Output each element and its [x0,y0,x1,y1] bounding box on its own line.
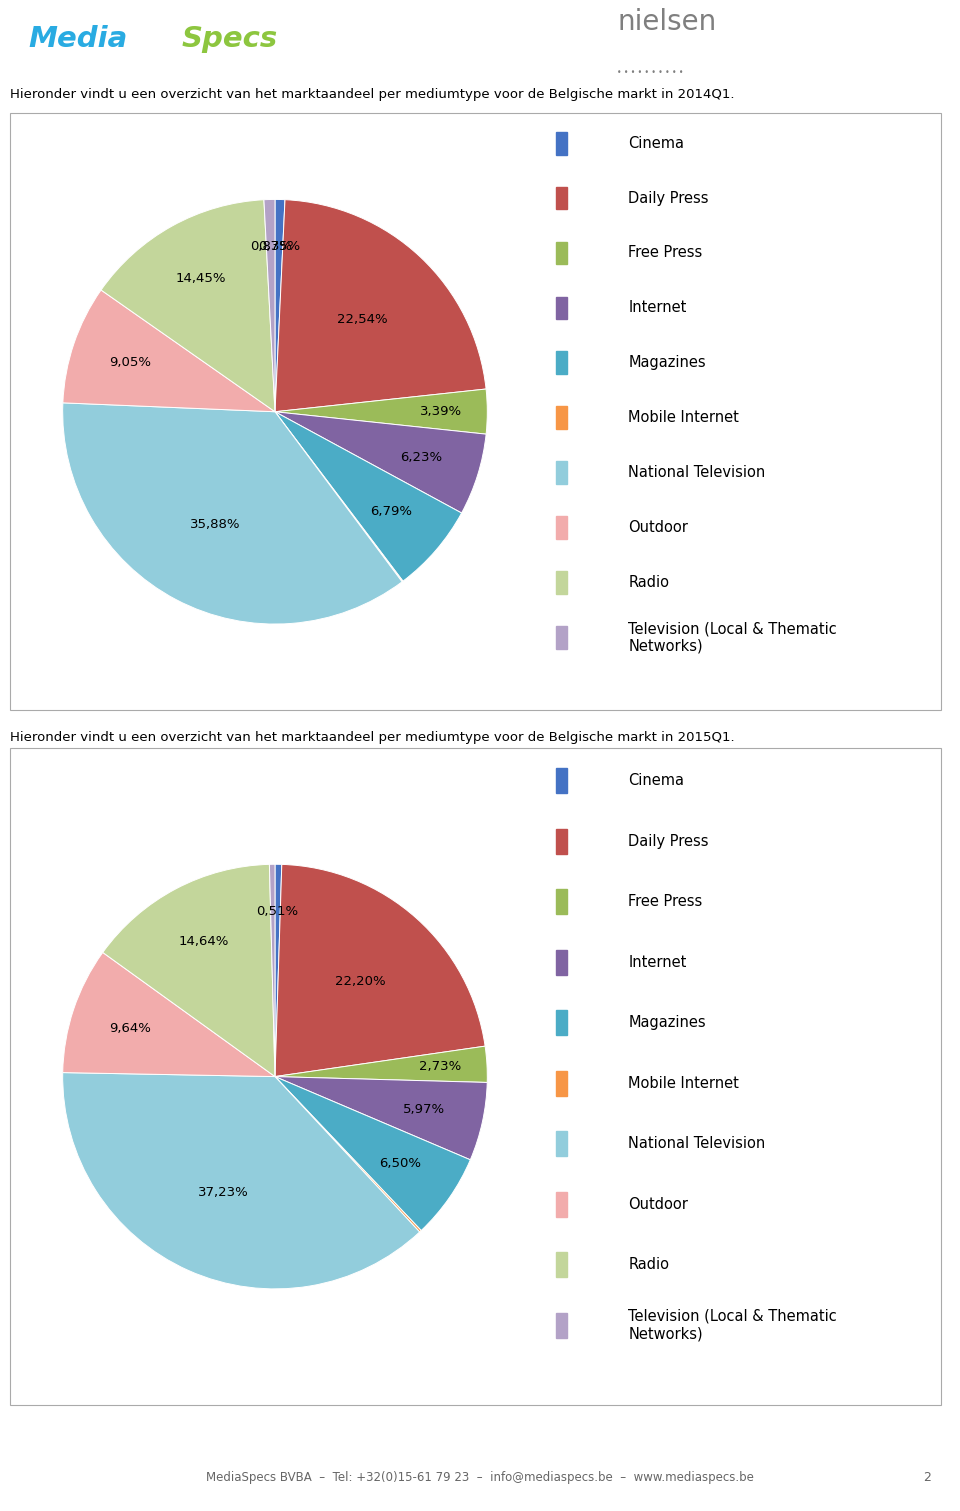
Text: National Television: National Television [629,465,766,480]
Bar [557,571,567,594]
Wedge shape [275,1076,470,1230]
Wedge shape [62,290,275,411]
Bar [557,242,567,264]
Wedge shape [264,199,275,411]
Text: Mobile Internet: Mobile Internet [629,1076,739,1091]
Text: 9,05%: 9,05% [109,357,151,369]
Text: 22,54%: 22,54% [337,313,388,325]
Text: 0,75%: 0,75% [258,240,300,252]
Text: Outdoor: Outdoor [629,520,688,535]
Text: Cinema: Cinema [629,136,684,151]
Bar [557,1011,567,1035]
Text: 0,83%: 0,83% [250,240,292,252]
Text: 35,88%: 35,88% [190,518,241,530]
Text: 0,51%: 0,51% [256,905,299,917]
Text: Daily Press: Daily Press [629,834,709,849]
Text: 6,79%: 6,79% [370,505,412,518]
Bar [557,890,567,914]
Bar [557,1253,567,1277]
Bar [557,517,567,539]
Text: MediaSpecs BVBA  –  Tel: +32(0)15-61 79 23  –  info@mediaspecs.be  –  www.medias: MediaSpecs BVBA – Tel: +32(0)15-61 79 23… [206,1470,754,1484]
Bar [557,406,567,429]
Bar [557,626,567,648]
Wedge shape [275,1076,421,1231]
Text: 6,23%: 6,23% [400,450,442,464]
Text: Television (Local & Thematic
Networks): Television (Local & Thematic Networks) [629,1309,837,1342]
Text: Daily Press: Daily Press [629,190,709,205]
Text: 2,73%: 2,73% [420,1061,462,1073]
Text: 9,64%: 9,64% [109,1021,151,1035]
Text: Hieronder vindt u een overzicht van het marktaandeel per mediumtype voor de Belg: Hieronder vindt u een overzicht van het … [10,88,734,101]
Wedge shape [62,952,275,1076]
Bar [557,1071,567,1095]
Bar [557,461,567,484]
Text: Magazines: Magazines [629,355,707,370]
Text: 3,39%: 3,39% [420,405,462,419]
Text: Cinema: Cinema [629,774,684,789]
Text: 14,45%: 14,45% [176,272,227,284]
Text: Radio: Radio [629,576,669,589]
Text: Internet: Internet [629,955,686,970]
Wedge shape [270,864,275,1076]
Text: Media: Media [29,24,128,53]
Text: Outdoor: Outdoor [629,1197,688,1212]
Text: Internet: Internet [629,301,686,316]
Text: nielsen: nielsen [617,8,717,36]
Text: Specs: Specs [182,24,278,53]
Bar [557,296,567,319]
Wedge shape [275,199,285,411]
Text: Television (Local & Thematic
Networks): Television (Local & Thematic Networks) [629,621,837,654]
Text: 14,64%: 14,64% [179,935,228,947]
Text: Free Press: Free Press [629,895,703,910]
Wedge shape [62,1073,420,1289]
Text: 5,97%: 5,97% [403,1103,445,1115]
Text: • • • • • • • • • •: • • • • • • • • • • [617,68,686,77]
Text: Magazines: Magazines [629,1015,707,1031]
Text: 6,50%: 6,50% [379,1157,421,1171]
Text: 2: 2 [924,1470,931,1484]
Text: Mobile Internet: Mobile Internet [629,409,739,425]
Wedge shape [275,864,485,1076]
Wedge shape [275,199,486,411]
Wedge shape [275,411,403,582]
Bar [557,768,567,793]
Wedge shape [275,411,462,582]
Wedge shape [62,403,402,624]
Bar [557,1313,567,1337]
Text: National Television: National Television [629,1136,766,1151]
Wedge shape [275,1046,488,1082]
Wedge shape [275,388,488,434]
Bar [557,352,567,375]
Bar [557,950,567,975]
Bar [557,131,567,154]
Bar [557,830,567,854]
Wedge shape [101,199,275,411]
Wedge shape [275,864,282,1076]
Text: 37,23%: 37,23% [198,1186,249,1200]
Text: Free Press: Free Press [629,245,703,260]
Wedge shape [275,411,486,514]
Bar [557,187,567,210]
Text: Radio: Radio [629,1257,669,1272]
Wedge shape [275,1076,488,1160]
Bar [557,1192,567,1216]
Text: 22,20%: 22,20% [335,975,385,988]
Text: Hieronder vindt u een overzicht van het marktaandeel per mediumtype voor de Belg: Hieronder vindt u een overzicht van het … [10,731,734,745]
Wedge shape [103,864,275,1076]
Bar [557,1132,567,1156]
